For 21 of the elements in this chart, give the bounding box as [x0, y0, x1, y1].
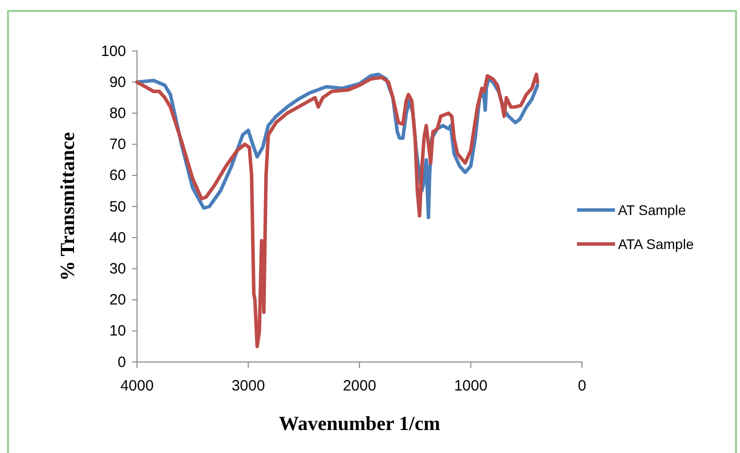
- y-tick-label: 20: [109, 292, 126, 309]
- x-tick-label: 3000: [232, 378, 265, 395]
- y-tick-label: 70: [109, 136, 126, 154]
- x-axis-title: Wavenumber 1/cm: [278, 413, 440, 435]
- x-tick-label: 0: [578, 378, 586, 395]
- y-tick-label: 100: [100, 42, 126, 60]
- y-tick-label: 30: [109, 260, 126, 278]
- y-tick-label: 0: [118, 354, 126, 371]
- y-tick-label: 80: [109, 105, 126, 122]
- y-tick-label: 60: [109, 167, 126, 184]
- y-tick-label: 10: [109, 322, 126, 340]
- y-axis-title: % Transmittance: [57, 132, 79, 281]
- y-tick-label: 40: [109, 229, 126, 246]
- x-tick-label: 1000: [454, 378, 488, 395]
- y-tick-label: 50: [109, 198, 126, 216]
- line-series: [135, 72, 540, 348]
- legend-label: ATA Sample: [618, 236, 694, 252]
- x-tick-label: 4000: [120, 378, 154, 395]
- y-tick-label: 90: [109, 74, 126, 91]
- legend-label: AT Sample: [618, 202, 686, 218]
- x-tick-label: 2000: [342, 378, 376, 395]
